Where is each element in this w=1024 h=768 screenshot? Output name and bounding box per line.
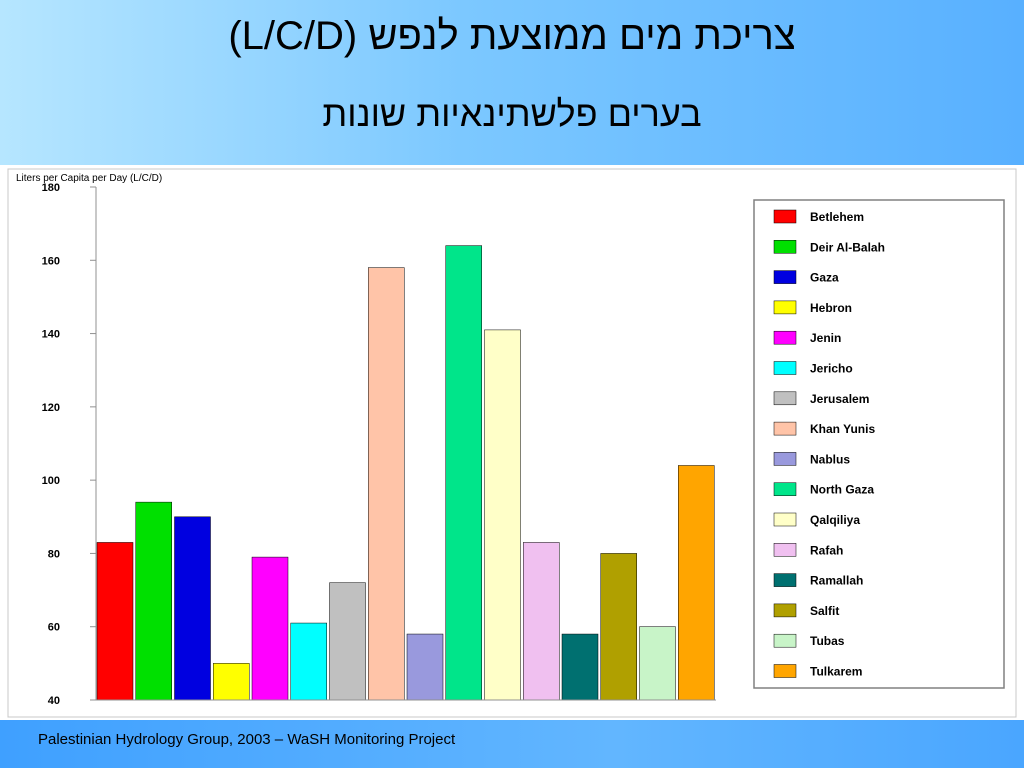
legend-entry: Tulkarem: [810, 665, 862, 679]
y-tick-label: 160: [42, 255, 60, 267]
y-tick-label: 80: [48, 548, 60, 560]
footer-source: Palestinian Hydrology Group, 2003 – WaSH…: [38, 731, 456, 748]
y-tick-label: 40: [48, 695, 60, 707]
legend-entry: Jenin: [810, 331, 841, 345]
bar-tubas: [639, 626, 676, 701]
legend-entry: Qalqiliya: [810, 513, 860, 527]
legend-swatch: [773, 421, 797, 436]
legend-swatch: [773, 270, 797, 284]
bar-jenin: [251, 556, 289, 701]
bar-jericho: [290, 622, 327, 701]
legend-entry: Khan Yunis: [810, 422, 875, 436]
chart-border: [7, 168, 1017, 718]
bar-nablus: [406, 633, 444, 701]
legend-entry: Deir Al-Balah: [810, 240, 885, 254]
bar-rafah: [523, 542, 560, 701]
legend-swatch: [773, 573, 797, 587]
legend-entry: Jerusalem: [810, 392, 869, 406]
legend-entry: Ramallah: [810, 574, 863, 588]
legend-entry: Gaza: [810, 271, 839, 285]
bar-north-gaza: [445, 245, 482, 701]
bar-ramallah: [561, 633, 599, 701]
legend-swatch: [773, 452, 797, 466]
slide-title-line1: צריכת מים ממוצעת לנפש (L/C/D): [228, 14, 796, 58]
bar-betlehem: [96, 542, 134, 701]
legend-swatch: [773, 209, 797, 224]
legend-entry: North Gaza: [810, 483, 874, 497]
chart-panel: Liters per Capita per Day (L/C/D) 40 60 80…: [0, 165, 1024, 720]
bar-qalqiliya: [484, 329, 521, 701]
legend-entry: Salfit: [810, 604, 839, 618]
bar-chart: Liters per Capita per Day (L/C/D) 40 60 80…: [7, 168, 1017, 718]
legend-swatch: [773, 664, 797, 678]
legend-entry: Jericho: [810, 362, 853, 376]
y-tick-label: 180: [42, 182, 60, 194]
legend-swatch: [773, 361, 797, 375]
legend-swatch: [773, 330, 797, 345]
bar-jerusalem: [329, 582, 366, 701]
legend-swatch: [773, 482, 797, 496]
slide-title-line2: בערים פלשתינאיות שונות: [322, 93, 702, 134]
legend-entry: Rafah: [810, 543, 843, 557]
bar-deir-al-balah: [135, 501, 172, 701]
y-tick-label: 140: [42, 329, 60, 341]
y-axis-label: Liters per Capita per Day (L/C/D): [16, 173, 162, 184]
legend-swatch: [773, 543, 797, 557]
y-tick-label: 100: [42, 475, 60, 487]
y-tick-label: 60: [48, 622, 60, 634]
legend-entry: Betlehem: [810, 210, 864, 224]
bar-tulkarem: [678, 465, 715, 701]
bar-khan-yunis: [368, 267, 405, 701]
legend-swatch: [773, 512, 797, 527]
bar-hebron: [213, 663, 250, 701]
footer-bar: [0, 720, 1024, 768]
legend-swatch: [773, 240, 797, 254]
legend-entry: Hebron: [810, 301, 852, 315]
legend-swatch: [773, 633, 797, 648]
y-tick-label: 120: [42, 402, 60, 414]
legend-swatch: [773, 603, 797, 618]
legend-entry: Nablus: [810, 452, 850, 466]
legend-swatch: [773, 391, 797, 406]
bar-salfit: [600, 553, 637, 701]
legend-entry: Tubas: [810, 634, 845, 648]
legend-swatch: [773, 300, 797, 315]
bar-gaza: [174, 516, 211, 701]
